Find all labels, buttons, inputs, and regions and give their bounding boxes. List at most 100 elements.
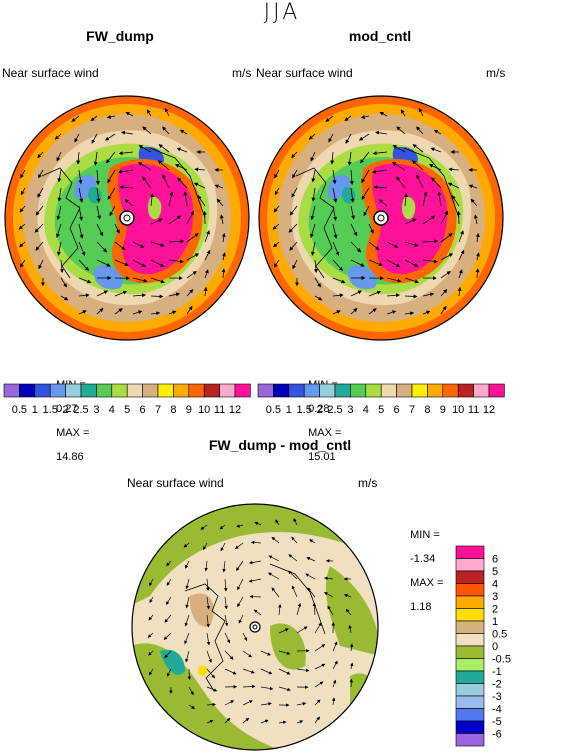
wind-arrow — [360, 151, 370, 164]
colorbar-mod-cntl-label: 1.5 — [297, 404, 312, 416]
panel-2-max-value: 15.01 — [308, 451, 336, 463]
wind-arrow — [56, 205, 62, 221]
wind-arrow — [368, 223, 374, 234]
wind-arrow — [164, 650, 172, 659]
wind-arrow — [242, 700, 253, 706]
wind-arrow — [148, 614, 154, 621]
map-mod-cntl — [258, 95, 504, 341]
wind-arrow — [138, 145, 152, 153]
wind-arrow — [358, 133, 370, 141]
wind-arrow — [378, 199, 388, 207]
wind-arrow — [288, 223, 298, 233]
wind-arrow — [150, 277, 165, 284]
diff-min-label: MIN = — [410, 529, 440, 541]
wind-arrow — [93, 151, 98, 166]
wind-arrow — [197, 195, 206, 207]
wind-arrow — [416, 174, 424, 189]
wind-arrow — [203, 286, 208, 297]
diff-colorbar-swatch — [455, 645, 485, 659]
colorbar-mod-cntl-swatch — [396, 383, 413, 398]
wind-arrow — [248, 578, 262, 583]
colorbar-fw-dump-swatch — [49, 383, 66, 398]
wind-arrow — [148, 650, 154, 656]
wind-arrow — [35, 241, 44, 251]
wind-arrow — [185, 578, 190, 590]
wind-arrow — [289, 205, 298, 216]
wind-arrow — [187, 668, 192, 680]
wind-arrow — [296, 702, 307, 706]
wind-arrow — [183, 191, 188, 207]
diff-subtitle: Near surface wind — [127, 476, 224, 490]
wind-arrow — [188, 686, 194, 696]
wind-arrow — [249, 560, 262, 565]
wind-arrow — [158, 144, 170, 153]
wind-arrow — [447, 182, 460, 189]
wind-arrow — [223, 578, 228, 592]
colorbar-fw-dump-swatch — [96, 383, 113, 398]
wind-arrow — [475, 268, 480, 279]
wind-arrow — [204, 269, 209, 279]
wind-arrow — [118, 169, 134, 174]
wind-arrow — [391, 162, 406, 171]
wind-arrow — [242, 717, 250, 724]
wind-arrow — [332, 169, 337, 185]
diff-colorbar-swatch — [455, 570, 485, 584]
wind-arrow — [234, 542, 244, 550]
wind-arrow — [350, 259, 365, 267]
wind-arrow — [422, 239, 439, 244]
wind-arrow — [260, 719, 269, 724]
wind-arrow — [183, 542, 190, 548]
wind-arrow — [193, 182, 206, 189]
wind-arrow — [305, 573, 316, 580]
wind-arrow — [71, 115, 80, 122]
colorbar-mod-cntl-swatch — [319, 383, 336, 398]
panel-1-subtitle: Near surface wind — [2, 66, 99, 80]
wind-arrow — [296, 720, 304, 724]
wind-arrow — [308, 133, 316, 140]
colorbar-mod-cntl-label: 11 — [468, 404, 479, 416]
wind-arrow — [332, 241, 340, 256]
wind-arrow — [458, 249, 465, 261]
colorbar-mod-cntl-label: 12 — [483, 404, 495, 416]
diff-colorbar-label: 3 — [492, 591, 498, 603]
wind-arrow — [350, 205, 356, 220]
wind-arrow — [78, 241, 86, 256]
diff-colorbar-label: -0.5 — [492, 654, 511, 666]
wind-arrow — [332, 293, 344, 298]
wind-arrow — [404, 311, 415, 316]
wind-arrow — [400, 109, 406, 117]
wind-arrow — [149, 596, 154, 604]
wind-arrow — [168, 310, 177, 315]
colorbar-mod-cntl-swatch — [473, 383, 490, 398]
colorbar-mod-cntl-swatch — [334, 383, 351, 398]
wind-arrow — [179, 129, 188, 135]
wind-arrow — [238, 614, 244, 624]
wind-arrow — [310, 241, 316, 256]
colorbar-mod-cntl-swatch — [427, 383, 444, 398]
wind-arrow — [206, 668, 216, 679]
wind-arrow — [168, 215, 182, 225]
wind-arrow — [289, 241, 298, 251]
colorbar-mod-cntl-swatch — [457, 383, 474, 398]
wind-arrow — [412, 144, 424, 153]
colorbar-fw-dump-swatch — [80, 383, 97, 398]
wind-arrow — [311, 187, 316, 202]
wind-arrow — [312, 602, 317, 616]
wind-arrow — [309, 539, 316, 544]
wind-arrow — [20, 187, 26, 196]
wind-arrow — [186, 233, 199, 243]
wind-arrow — [220, 542, 226, 552]
wind-arrow — [60, 277, 67, 288]
wind-arrow — [96, 187, 101, 203]
wind-arrow — [236, 524, 244, 528]
wind-arrow — [164, 107, 170, 117]
wind-arrow — [119, 185, 134, 190]
wind-arrow — [291, 187, 298, 198]
wind-arrow — [458, 230, 464, 243]
wind-arrow — [392, 145, 406, 153]
colorbar-mod-cntl-label: 0.5 — [266, 404, 281, 416]
wind-arrow — [206, 719, 214, 724]
panel-2-subtitle: Near surface wind — [256, 66, 353, 80]
colorbar-fw-dump-swatch — [234, 383, 251, 398]
wind-arrow — [150, 218, 163, 225]
